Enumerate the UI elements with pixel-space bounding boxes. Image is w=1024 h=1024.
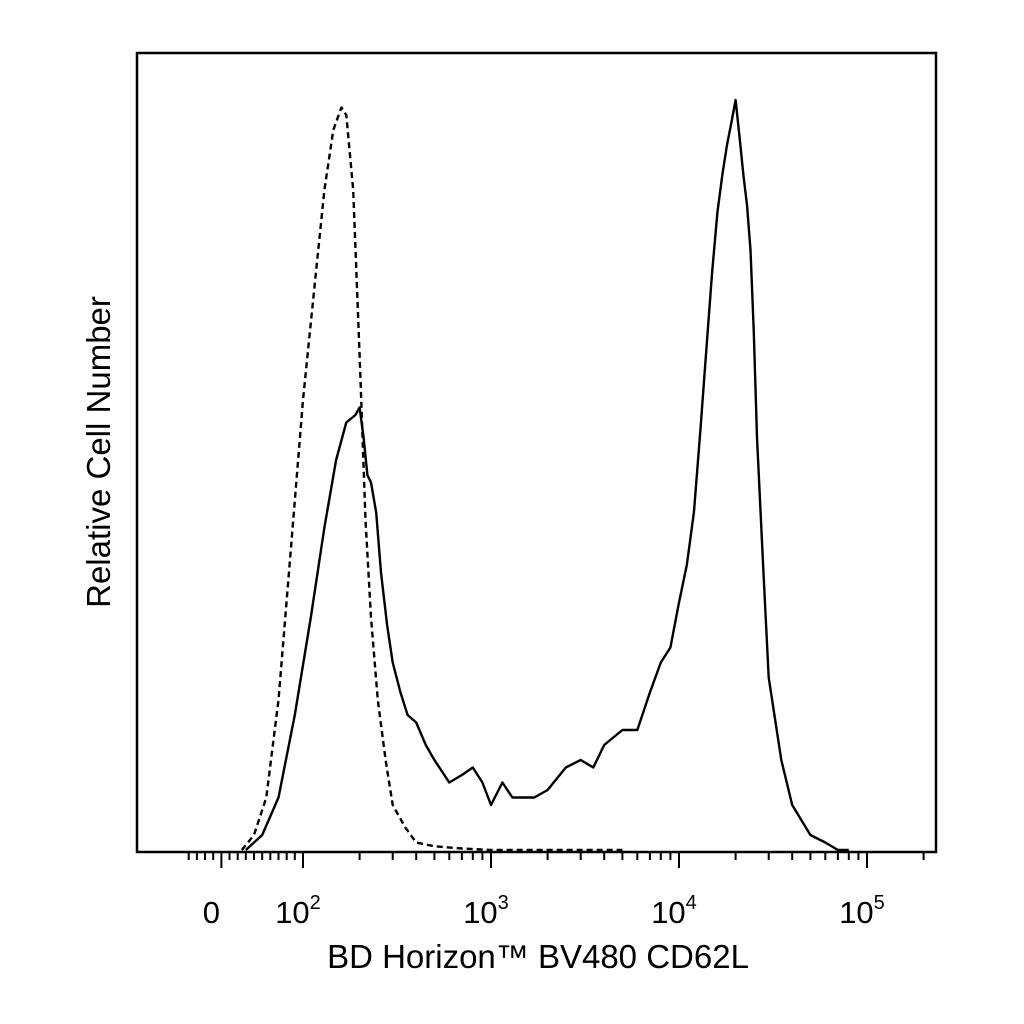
x-tick-label: 105 xyxy=(839,892,885,930)
x-tick-label: 102 xyxy=(275,892,321,930)
x-tick-label: 0 xyxy=(203,895,220,930)
x-axis-tick-labels: 0 102 103 104 105 xyxy=(203,892,885,930)
y-axis-title: Relative Cell Number xyxy=(80,296,117,608)
x-axis-ticks xyxy=(187,852,925,868)
x-tick-label: 104 xyxy=(651,892,697,930)
x-tick-label: 103 xyxy=(463,892,509,930)
series-line-solid xyxy=(244,98,849,852)
x-axis-title: BD Horizon™ BV480 CD62L xyxy=(327,938,749,975)
plot-frame xyxy=(135,51,938,854)
series-line-dashed xyxy=(240,106,623,852)
series-layer xyxy=(240,98,849,852)
plot-area xyxy=(135,51,938,854)
